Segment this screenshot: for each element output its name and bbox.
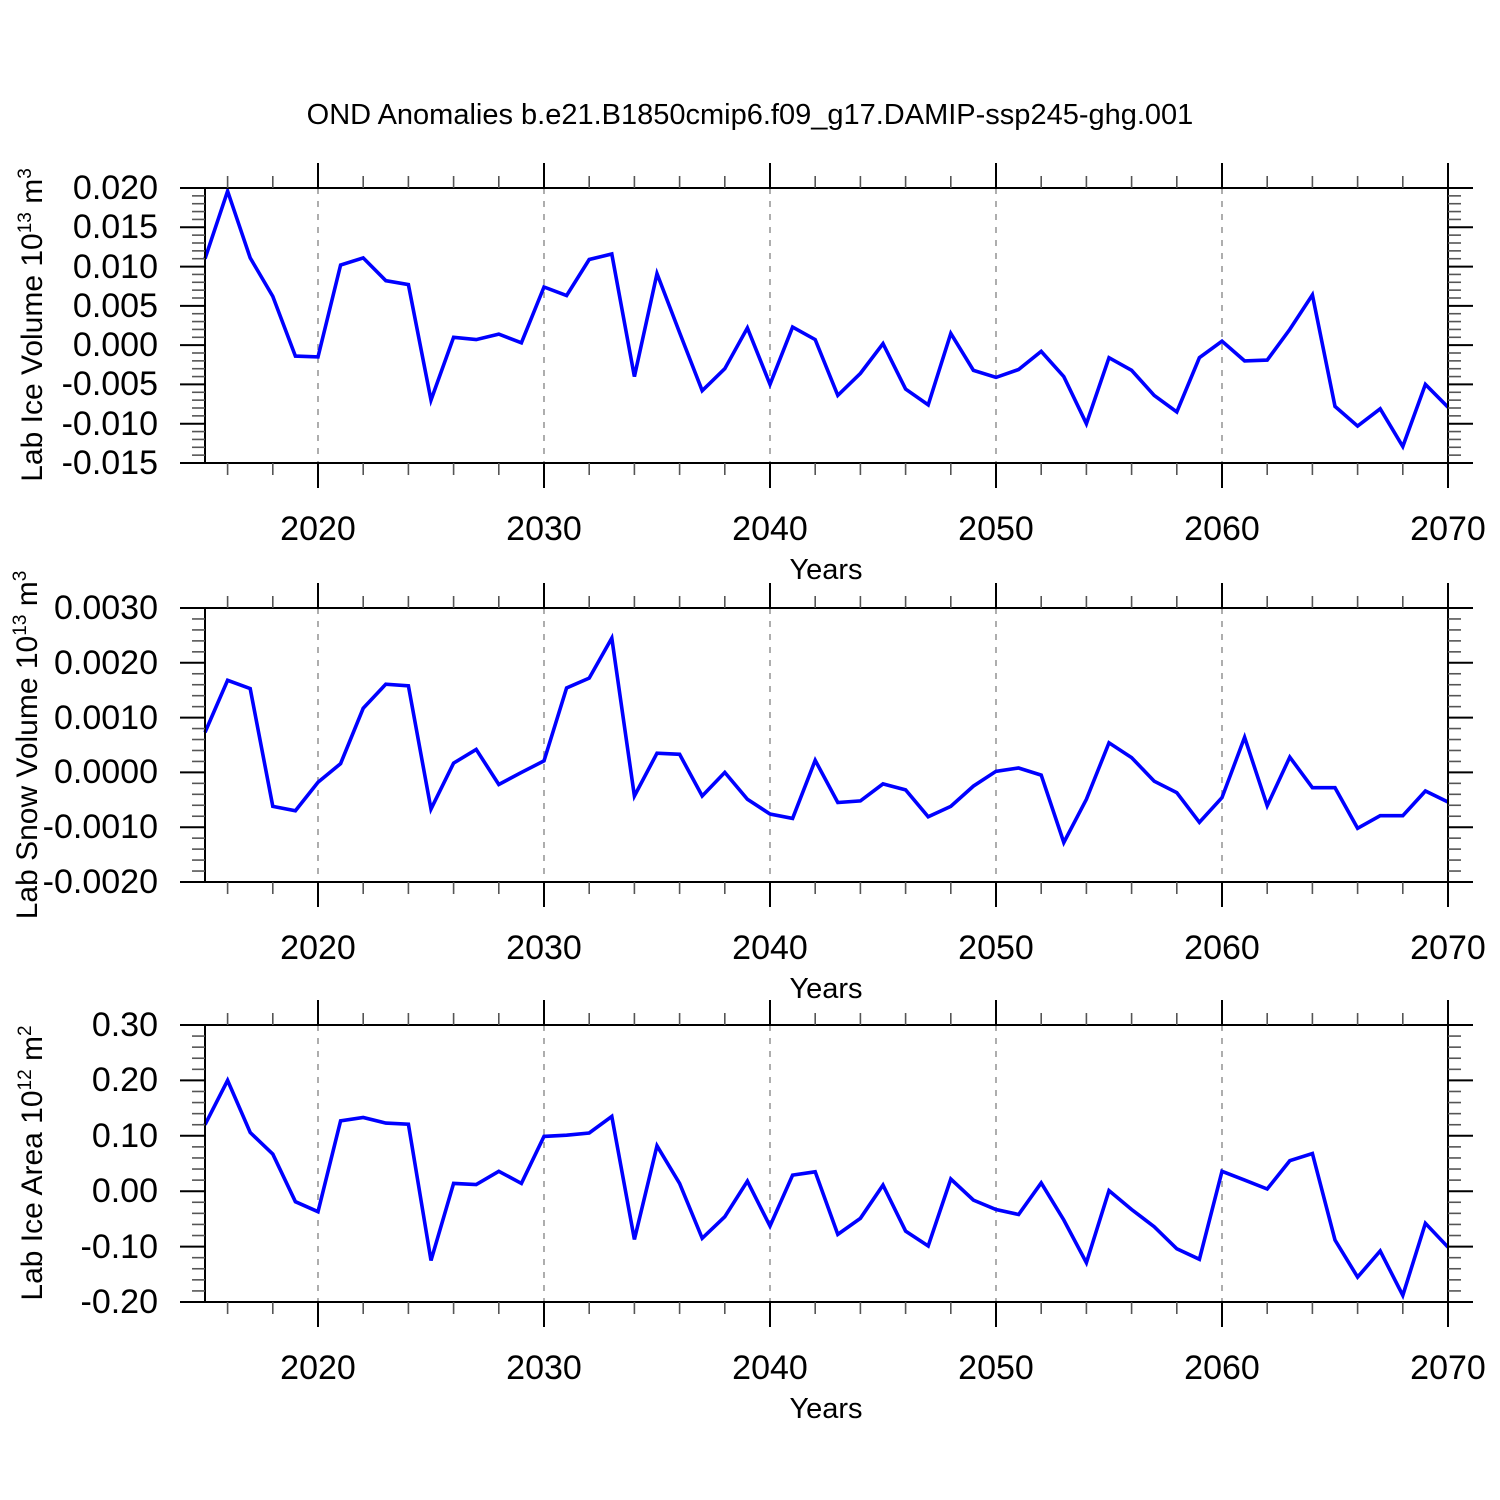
- x-tick-label: 2020: [280, 929, 356, 967]
- x-axis-title-2: Years: [789, 973, 863, 1005]
- y-tick-label: 0.005: [72, 286, 158, 325]
- y-tick-label: -0.20: [80, 1283, 159, 1321]
- y-tick-label: -0.0020: [42, 863, 158, 901]
- y-axis-title-unit-exponent: 3: [10, 570, 31, 582]
- figure-title: OND Anomalies b.e21.B1850cmip6.f09_g17.D…: [306, 99, 1194, 131]
- x-axis-title-1: Years: [789, 554, 863, 586]
- y-tick-label: 0.30: [91, 1006, 158, 1044]
- x-tick-label: 2070: [1410, 510, 1486, 548]
- y-tick-label: 0.0010: [54, 698, 158, 737]
- plot-frame: [204, 1024, 1449, 1303]
- x-tick-label: 2060: [1184, 1349, 1260, 1387]
- x-tick-label: 2030: [506, 929, 582, 967]
- x-tick-label: 2030: [506, 510, 582, 548]
- y-tick-label: -0.0010: [42, 808, 158, 847]
- series-lab-ice-area: [203, 1076, 1450, 1301]
- x-tick-label: 2060: [1184, 510, 1260, 548]
- x-tick-label: 2020: [280, 510, 356, 548]
- x-tick-label: 2060: [1184, 929, 1260, 967]
- y-tick-label: 0.020: [72, 169, 158, 207]
- y-tick-label: -0.005: [61, 365, 158, 404]
- y-tick-label: 0.00: [91, 1172, 158, 1211]
- y-tick-label: 0.0030: [54, 589, 158, 627]
- y-tick-label: 0.010: [72, 247, 158, 286]
- y-tick-label: -0.10: [80, 1227, 159, 1266]
- series-lab-ice-volume: [203, 185, 1450, 451]
- y-tick-label: 0.000: [72, 326, 158, 365]
- x-tick-label: 2020: [280, 1349, 356, 1387]
- y-tick-label: 0.015: [72, 208, 158, 247]
- y-tick-label: 0.0000: [54, 753, 158, 792]
- y-tick-label: 0.20: [91, 1061, 158, 1100]
- x-tick-label: 2070: [1410, 929, 1486, 967]
- y-tick-label: -0.010: [61, 404, 158, 443]
- x-axis-title-3: Years: [789, 1393, 863, 1425]
- x-tick-label: 2030: [506, 1349, 582, 1387]
- y-tick-label: 0.0020: [54, 643, 158, 682]
- x-tick-label: 2040: [732, 1349, 808, 1387]
- x-tick-label: 2040: [732, 510, 808, 548]
- series-lab-snow-volume: [203, 632, 1449, 848]
- plot-frame: [204, 187, 1449, 464]
- x-tick-label: 2070: [1410, 1349, 1486, 1387]
- y-tick-label: -0.015: [61, 444, 158, 482]
- x-tick-label: 2040: [732, 929, 808, 967]
- y-tick-label: 0.10: [91, 1116, 158, 1155]
- plot-frame: [204, 607, 1449, 883]
- x-tick-label: 2050: [958, 1349, 1034, 1387]
- x-tick-label: 2050: [958, 510, 1034, 548]
- x-tick-label: 2050: [958, 929, 1034, 967]
